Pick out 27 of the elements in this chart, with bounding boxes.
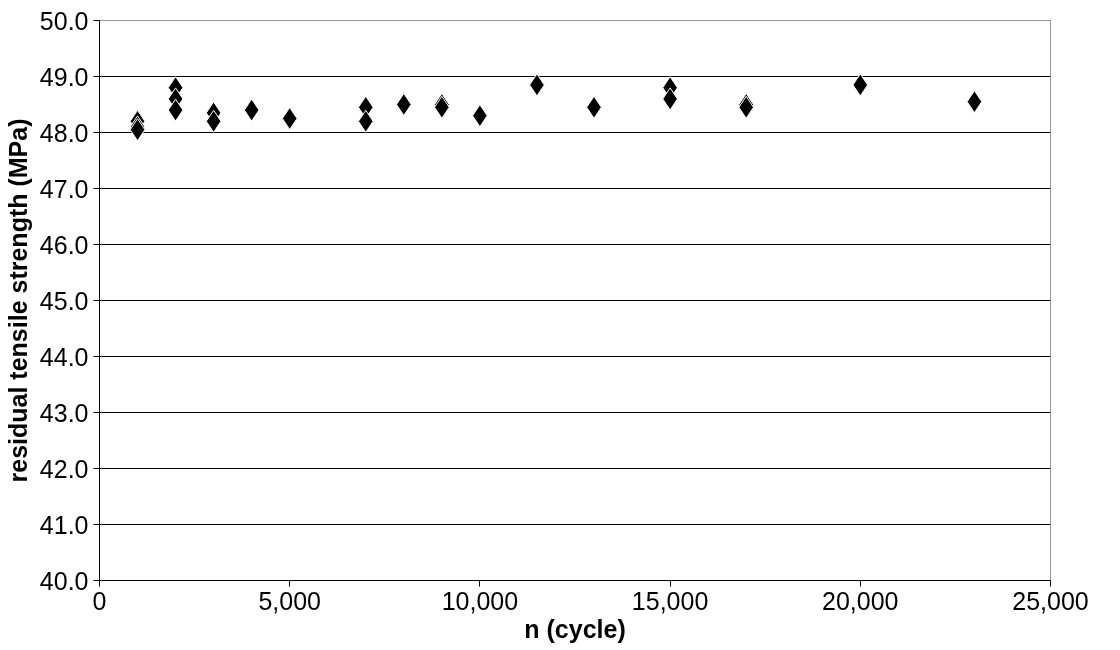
y-tick-label: 47.0 bbox=[39, 174, 89, 203]
y-tick-label: 50.0 bbox=[39, 6, 89, 35]
x-tick-label: 5,000 bbox=[258, 586, 321, 615]
x-tick-label: 0 bbox=[92, 586, 107, 615]
y-tick-label: 41.0 bbox=[39, 510, 89, 539]
y-tick-label: 40.0 bbox=[39, 566, 89, 595]
x-tick-label: 15,000 bbox=[631, 586, 709, 615]
y-tick-label: 46.0 bbox=[39, 230, 89, 259]
y-axis-title: residual tensile strength (MPa) bbox=[3, 118, 32, 483]
point bbox=[966, 90, 983, 114]
point bbox=[281, 107, 298, 130]
y-tick-label: 49.0 bbox=[39, 62, 89, 91]
point bbox=[357, 109, 374, 133]
point bbox=[852, 73, 869, 97]
y-tick-label: 45.0 bbox=[39, 286, 89, 315]
x-tick-label: 25,000 bbox=[1012, 586, 1089, 615]
y-tick-label: 48.0 bbox=[39, 118, 89, 147]
point bbox=[243, 98, 260, 122]
x-tick-label: 20,000 bbox=[822, 586, 899, 615]
x-tick-label: 10,000 bbox=[441, 586, 519, 615]
point bbox=[395, 93, 412, 116]
y-tick-label: 44.0 bbox=[39, 342, 89, 371]
point bbox=[205, 109, 222, 133]
y-tick-label: 43.0 bbox=[39, 398, 89, 427]
y-tick-label: 42.0 bbox=[39, 454, 89, 483]
point bbox=[167, 98, 184, 122]
x-axis-title: n (cycle) bbox=[524, 614, 626, 643]
